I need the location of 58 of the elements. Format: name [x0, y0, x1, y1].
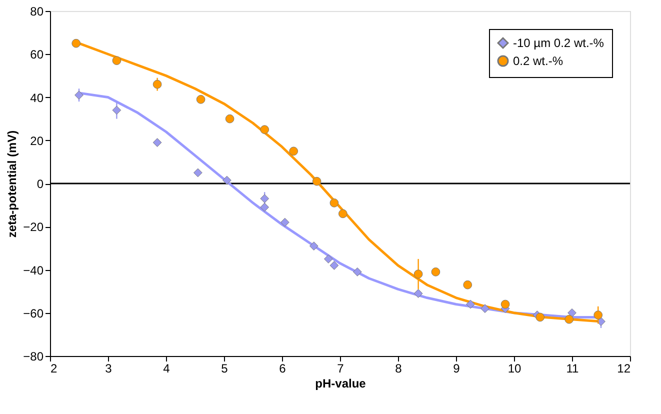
x-tick-label: 7 — [337, 362, 344, 376]
x-axis-title: pH-value — [315, 376, 366, 390]
y-axis-title: zeta-potential (mV) — [5, 130, 20, 238]
y-tick-label: 40 — [30, 90, 44, 105]
point — [193, 168, 202, 178]
x-tick-label: 3 — [105, 362, 112, 376]
point — [112, 106, 122, 115]
point — [414, 270, 423, 278]
point — [564, 314, 574, 324]
x-tick-label: 6 — [279, 362, 286, 376]
point — [280, 218, 290, 227]
point — [324, 254, 333, 264]
point — [152, 138, 162, 147]
x-tick-label: 5 — [221, 362, 228, 376]
x-tick-label: 4 — [163, 362, 170, 376]
point — [72, 38, 81, 48]
point — [260, 125, 270, 134]
y-tick-label: −40 — [23, 263, 44, 278]
x-tick-label: 12 — [617, 362, 631, 376]
point — [260, 194, 270, 204]
point — [480, 304, 490, 313]
y-tick-label: 60 — [30, 48, 44, 62]
point — [536, 312, 545, 322]
point — [431, 267, 440, 276]
y-tick-label: −80 — [23, 350, 44, 364]
point — [152, 80, 162, 89]
point — [312, 176, 322, 186]
point — [463, 280, 472, 290]
point — [352, 267, 362, 276]
point — [414, 289, 423, 298]
x-tick-label: 11 — [566, 362, 580, 376]
point — [466, 300, 475, 309]
point — [225, 114, 234, 124]
point — [222, 176, 232, 185]
point — [74, 90, 84, 100]
x-tick-label: 8 — [395, 362, 402, 376]
point — [330, 198, 339, 208]
y-tick-label: −20 — [23, 220, 44, 234]
point — [500, 300, 510, 309]
x-tick-label: 10 — [508, 362, 522, 376]
x-tick-label: 2 — [50, 362, 58, 376]
y-tick-label: 20 — [30, 134, 44, 148]
point — [330, 261, 339, 270]
point — [309, 242, 318, 250]
point — [594, 310, 603, 320]
y-tick-label: 0 — [36, 177, 44, 191]
point — [338, 209, 348, 218]
y-tick-label: −60 — [23, 306, 44, 320]
legend-label: -10 µm 0.2 wt.-% — [513, 36, 604, 50]
x-tick-label: 9 — [453, 362, 460, 376]
point — [260, 202, 270, 212]
point — [289, 146, 298, 156]
legend-label: 0.2 wt.-% — [513, 54, 564, 68]
point — [112, 56, 122, 66]
point — [596, 317, 606, 326]
point — [196, 94, 206, 104]
y-tick-label: 80 — [30, 4, 44, 18]
point — [568, 308, 576, 318]
